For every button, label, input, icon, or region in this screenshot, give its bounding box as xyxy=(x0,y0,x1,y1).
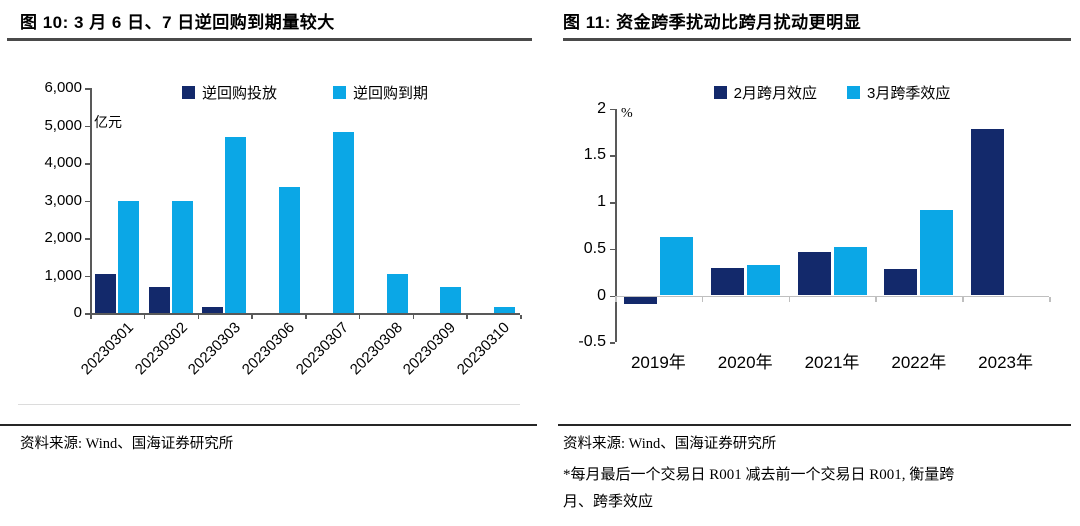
x-axis-tick xyxy=(197,314,199,319)
bar-2月跨月效应-2019年 xyxy=(623,297,657,305)
y-axis-tick xyxy=(85,88,90,90)
bar-2月跨月效应-2022年 xyxy=(884,269,918,296)
bar-逆回购投放-20230302 xyxy=(148,286,170,313)
figure-11-title: 图 11: 资金跨季扰动比跨月扰动更明显 xyxy=(563,13,862,32)
chart-legend: 逆回购投放 逆回购到期 xyxy=(90,82,520,103)
y-axis-tick xyxy=(610,295,615,297)
x-axis-line xyxy=(90,313,520,315)
figure-11-chart: 2月跨月效应 3月跨季效应 -0.5 0 0.5 1 1.5 2% 2019年 2020年 2021… xyxy=(540,60,1080,420)
y-tick-label: 6,000 xyxy=(44,79,82,96)
bar-3月跨季效应-2022年 xyxy=(920,210,954,296)
y-axis-tick xyxy=(85,200,90,202)
y-tick-label: -0.5 xyxy=(578,333,606,351)
legend-swatch-icon xyxy=(181,86,195,99)
x-axis-tick xyxy=(305,314,307,319)
bar-逆回购到期-20230303 xyxy=(225,136,247,313)
y-tick-label: 4,000 xyxy=(44,154,82,171)
y-axis-tick xyxy=(610,342,615,344)
y-tick-label: 5,000 xyxy=(44,116,82,134)
bar-逆回购到期-20230302 xyxy=(171,200,193,313)
y-axis-line xyxy=(615,108,617,343)
y-tick-label: 0 xyxy=(73,304,82,321)
x-category-label: 2021年 xyxy=(804,353,860,372)
x-category-label: 2019年 xyxy=(630,353,686,372)
y-axis-tick xyxy=(85,125,90,127)
figure-11-title-rule xyxy=(563,38,1071,41)
x-axis-tick xyxy=(143,314,146,319)
figure-10-chart: 逆回购投放 逆回购到期 0 1,000 2,000 3,000 4,000 5,000 6,00… xyxy=(0,60,540,420)
bar-逆回购到期-20230307 xyxy=(332,132,354,313)
bar-2月跨月效应-2023年 xyxy=(971,129,1005,296)
x-axis-tick xyxy=(875,297,877,302)
y-axis-tick xyxy=(610,108,615,110)
bar-3月跨季效应-2020年 xyxy=(746,264,780,296)
y-axis-tick xyxy=(85,163,90,165)
bar-2月跨月效应-2021年 xyxy=(797,251,831,296)
legend-swatch-icon xyxy=(333,86,346,99)
x-axis-tick xyxy=(90,314,92,319)
legend-label: 逆回购到期 xyxy=(353,85,429,102)
legend-item: 逆回购到期 xyxy=(333,82,428,103)
bar-逆回购投放-20230301 xyxy=(94,273,116,313)
bar-逆回购到期-20230308 xyxy=(386,273,408,313)
figure-10-footer-rule xyxy=(0,424,537,426)
x-axis-tick xyxy=(251,314,253,319)
x-axis-tick xyxy=(1049,297,1051,302)
y-tick-label: 0.5 xyxy=(583,239,606,257)
y-tick-label: 1,000 xyxy=(44,266,82,284)
legend-item: 3月跨季效应 xyxy=(847,82,950,103)
figure-10-bottom-border xyxy=(18,404,520,405)
y-tick-label: 2,000 xyxy=(44,229,82,246)
x-axis-tick xyxy=(358,314,361,319)
bar-逆回购到期-20230310 xyxy=(494,307,516,313)
figure-10-title-rule xyxy=(7,38,532,41)
figure-10-title: 图 10: 3 月 6 日、7 日逆回购到期量较大 xyxy=(20,13,335,32)
legend-swatch-icon xyxy=(713,86,727,99)
x-axis-line xyxy=(615,295,1049,297)
bar-逆回购到期-20230301 xyxy=(117,200,139,313)
x-category-label: 2022年 xyxy=(891,353,947,372)
legend-item: 逆回购投放 xyxy=(181,82,277,103)
x-axis-tick xyxy=(466,314,468,319)
x-axis-tick xyxy=(788,297,791,302)
legend-item: 2月跨月效应 xyxy=(713,82,817,103)
y-axis-tick xyxy=(85,313,90,315)
axis-unit-label: % xyxy=(621,106,633,121)
y-axis-tick xyxy=(85,275,90,277)
x-category-label: 2023年 xyxy=(978,353,1033,372)
chart-legend: 2月跨月效应 3月跨季效应 xyxy=(615,82,1049,103)
y-tick-label: 1.5 xyxy=(583,146,606,164)
legend-label: 逆回购投放 xyxy=(201,85,277,102)
y-axis-tick xyxy=(610,248,615,251)
y-tick-label: 2 xyxy=(597,99,606,117)
legend-label: 3月跨季效应 xyxy=(867,85,951,102)
x-axis-tick xyxy=(701,297,704,302)
axis-unit-label: 亿元 xyxy=(94,116,122,131)
legend-swatch-icon xyxy=(847,86,860,99)
y-tick-label: 0 xyxy=(597,286,606,304)
y-axis-line xyxy=(90,88,92,313)
y-axis-tick xyxy=(610,155,615,157)
x-axis-tick xyxy=(962,297,964,302)
x-axis-tick xyxy=(520,314,522,319)
bar-2月跨月效应-2020年 xyxy=(710,268,744,296)
figure-11-footnote: *每月最后一个交易日 R001 减去前一个交易日 R001, 衡量跨 月、跨季效… xyxy=(563,467,955,510)
x-axis-tick xyxy=(412,314,414,319)
y-axis-tick xyxy=(85,238,90,240)
figure-11-source: 资料来源: Wind、国海证券研究所 xyxy=(563,436,777,452)
bar-逆回购到期-20230306 xyxy=(279,187,301,313)
x-category-label: 2020年 xyxy=(717,353,773,372)
legend-label: 2月跨月效应 xyxy=(733,85,817,102)
figure-11-footer-rule xyxy=(558,424,1071,426)
y-tick-label: 3,000 xyxy=(44,191,82,209)
bar-逆回购到期-20230309 xyxy=(440,286,462,313)
figure-10-source: 资料来源: Wind、国海证券研究所 xyxy=(20,436,234,452)
bar-逆回购投放-20230303 xyxy=(202,307,224,313)
y-tick-label: 1 xyxy=(597,193,606,210)
bar-3月跨季效应-2021年 xyxy=(833,246,867,296)
y-axis-tick xyxy=(610,202,615,204)
x-axis-tick xyxy=(615,297,617,302)
bar-3月跨季效应-2019年 xyxy=(659,236,693,296)
